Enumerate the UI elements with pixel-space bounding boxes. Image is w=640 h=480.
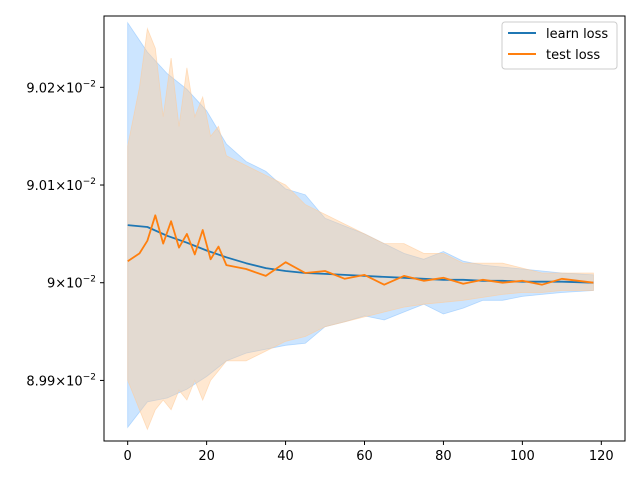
line-learn-loss <box>127 224 594 284</box>
x-tick-label: 40 <box>277 449 294 464</box>
line-test-loss <box>127 214 594 286</box>
y-tick-label: 8.99×10−2 <box>26 372 96 389</box>
legend-label-learn-loss: learn loss <box>546 27 608 42</box>
band-test-loss <box>127 27 594 431</box>
x-tick-label: 60 <box>356 449 373 464</box>
x-tick-label: 0 <box>124 449 132 464</box>
legend: learn loss test loss <box>501 21 618 70</box>
y-tick-label: 9.02×10−2 <box>26 79 96 96</box>
x-axis-ticks: 0 20 40 60 80 100 120 <box>124 441 614 464</box>
series-lines <box>127 214 594 286</box>
y-tick-label: 9.01×10−2 <box>26 177 96 194</box>
x-tick-label: 20 <box>198 449 215 464</box>
y-tick-label: 9×10−2 <box>47 275 96 292</box>
x-tick-label: 120 <box>589 449 614 464</box>
confidence-bands <box>127 21 594 431</box>
x-tick-label: 80 <box>435 449 452 464</box>
y-axis-ticks: 8.99×10−2 9×10−2 9.01×10−2 9.02×10−2 <box>26 79 104 389</box>
legend-label-test-loss: test loss <box>546 48 600 63</box>
x-tick-label: 100 <box>510 449 535 464</box>
